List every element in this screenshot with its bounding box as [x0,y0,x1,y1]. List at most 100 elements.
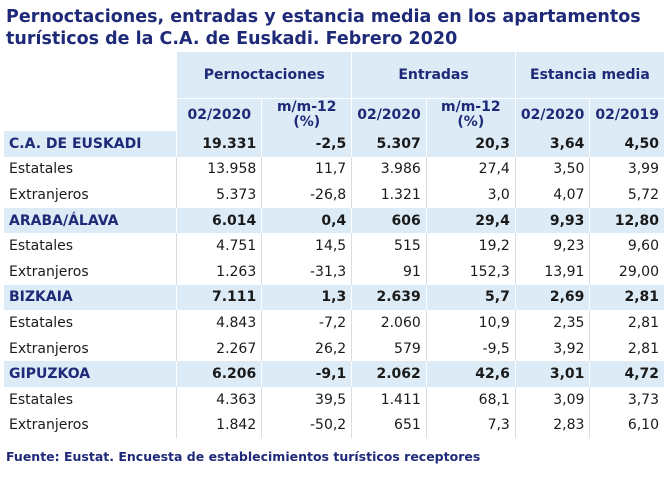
table-cell: 13,91 [514,258,590,285]
table-cell: -7,2 [261,310,352,336]
table-cell: 4,50 [589,131,664,157]
table-body: C.A. DE EUSKADI 19.331 -2,5 5.307 20,3 3,64 4,… [4,131,664,439]
table-cell: -50,2 [261,412,352,439]
row-label: ARABA/ÁLAVA [4,207,177,234]
column-header: 02/2020 [351,98,427,131]
table-cell: 3.986 [351,156,427,183]
row-label: BIZKAIA [4,284,177,311]
table-cell: 27,4 [425,156,516,183]
table-cell: 9,23 [514,233,590,259]
table-cell: 19,2 [425,233,516,259]
table-cell: 3,64 [514,131,590,157]
group-header-estancia-media: Estancia media [514,52,664,99]
table-cell: 2,69 [514,284,590,311]
table-cell: 152,3 [425,258,516,285]
row-label: Extranjeros [4,412,177,439]
data-table: Pernoctaciones Entradas Estancia media 0… [4,52,664,439]
table-cell: 1.263 [176,258,262,285]
table-cell: 651 [351,412,427,439]
table-cell: 579 [351,335,427,362]
table-cell: 6,10 [589,412,664,439]
table-cell: 13.958 [176,156,262,183]
table-cell: 3,73 [589,386,664,413]
table-cell: 2,81 [589,335,664,362]
table-title: Pernoctaciones, entradas y estancia medi… [6,7,641,49]
table-cell: 0,4 [261,207,352,234]
column-header: 02/2020 [176,98,262,131]
table-cell: 5,7 [425,284,516,311]
table-cell: 10,9 [425,310,516,336]
table-cell: 91 [351,258,427,285]
table-cell: 68,1 [425,386,516,413]
table-cell: 5.307 [351,131,427,157]
table-cell: -9,5 [425,335,516,362]
row-label: Extranjeros [4,335,177,362]
table-cell: 2,83 [514,412,590,439]
table-cell: 29,4 [425,207,516,234]
table-cell: 42,6 [425,361,516,387]
region-row: GIPUZKOA 6.206 -9,1 2.062 42,6 3,01 4,72 [4,361,664,387]
source-note: Fuente: Eustat. Encuesta de establecimie… [6,449,481,464]
table-cell: 26,2 [261,335,352,362]
table-cell: 4,72 [589,361,664,387]
table-cell: 19.331 [176,131,262,157]
table-cell: 14,5 [261,233,352,259]
table-cell: 3,92 [514,335,590,362]
row-label: Estatales [4,310,177,336]
table-cell: 2.639 [351,284,427,311]
row-label: GIPUZKOA [4,361,177,387]
table-cell: 6.206 [176,361,262,387]
table-cell: 9,60 [589,233,664,259]
row-label: Estatales [4,156,177,183]
corner-cell [4,52,177,131]
table-cell: 3,0 [425,182,516,208]
table-cell: 3,50 [514,156,590,183]
table-cell: 20,3 [425,131,516,157]
table-cell: 3,01 [514,361,590,387]
row-label: Extranjeros [4,258,177,285]
table-cell: 29,00 [589,258,664,285]
table-cell: 2.060 [351,310,427,336]
row-label: Estatales [4,386,177,413]
column-header: m/m-12 (%) [425,98,516,131]
row-label: Extranjeros [4,182,177,208]
table-row: Extranjeros 5.373 -26,8 1.321 3,0 4,07 5,72 [4,182,664,208]
table-cell: 5.373 [176,182,262,208]
table-row: Extranjeros 1.263 -31,3 91 152,3 13,91 29,00 [4,258,664,285]
table-row: Extranjeros 1.842 -50,2 651 7,3 2,83 6,10 [4,412,664,439]
table-cell: 11,7 [261,156,352,183]
group-header-pernoctaciones: Pernoctaciones [176,52,352,99]
table-cell: 1.411 [351,386,427,413]
table-cell: 3,99 [589,156,664,183]
region-row: BIZKAIA 7.111 1,3 2.639 5,7 2,69 2,81 [4,284,664,311]
table-cell: 12,80 [589,207,664,234]
table-cell: -2,5 [261,131,352,157]
table-row: Estatales 13.958 11,7 3.986 27,4 3,50 3,99 [4,156,664,183]
table-cell: 7.111 [176,284,262,311]
table-cell: 2,81 [589,284,664,311]
table-cell: 2,81 [589,310,664,336]
table-cell: 2,35 [514,310,590,336]
table-cell: 9,93 [514,207,590,234]
table-cell: 7,3 [425,412,516,439]
table-cell: 4.843 [176,310,262,336]
table-cell: 1.321 [351,182,427,208]
column-header: 02/2019 [589,98,664,131]
table-row: Extranjeros 2.267 26,2 579 -9,5 3,92 2,81 [4,335,664,362]
table-row: Estatales 4.843 -7,2 2.060 10,9 2,35 2,81 [4,310,664,336]
row-label: C.A. DE EUSKADI [4,131,177,157]
row-label: Estatales [4,233,177,259]
table-cell: 4.751 [176,233,262,259]
table-cell: -9,1 [261,361,352,387]
table-cell: 4,07 [514,182,590,208]
table-cell: 1,3 [261,284,352,311]
table-row: Estatales 4.363 39,5 1.411 68,1 3,09 3,73 [4,386,664,413]
table-cell: -31,3 [261,258,352,285]
table-cell: 3,09 [514,386,590,413]
table-cell: 606 [351,207,427,234]
table-row: Estatales 4.751 14,5 515 19,2 9,23 9,60 [4,233,664,259]
table-cell: 39,5 [261,386,352,413]
group-header-entradas: Entradas [351,52,516,99]
table-cell: 5,72 [589,182,664,208]
table-cell: -26,8 [261,182,352,208]
